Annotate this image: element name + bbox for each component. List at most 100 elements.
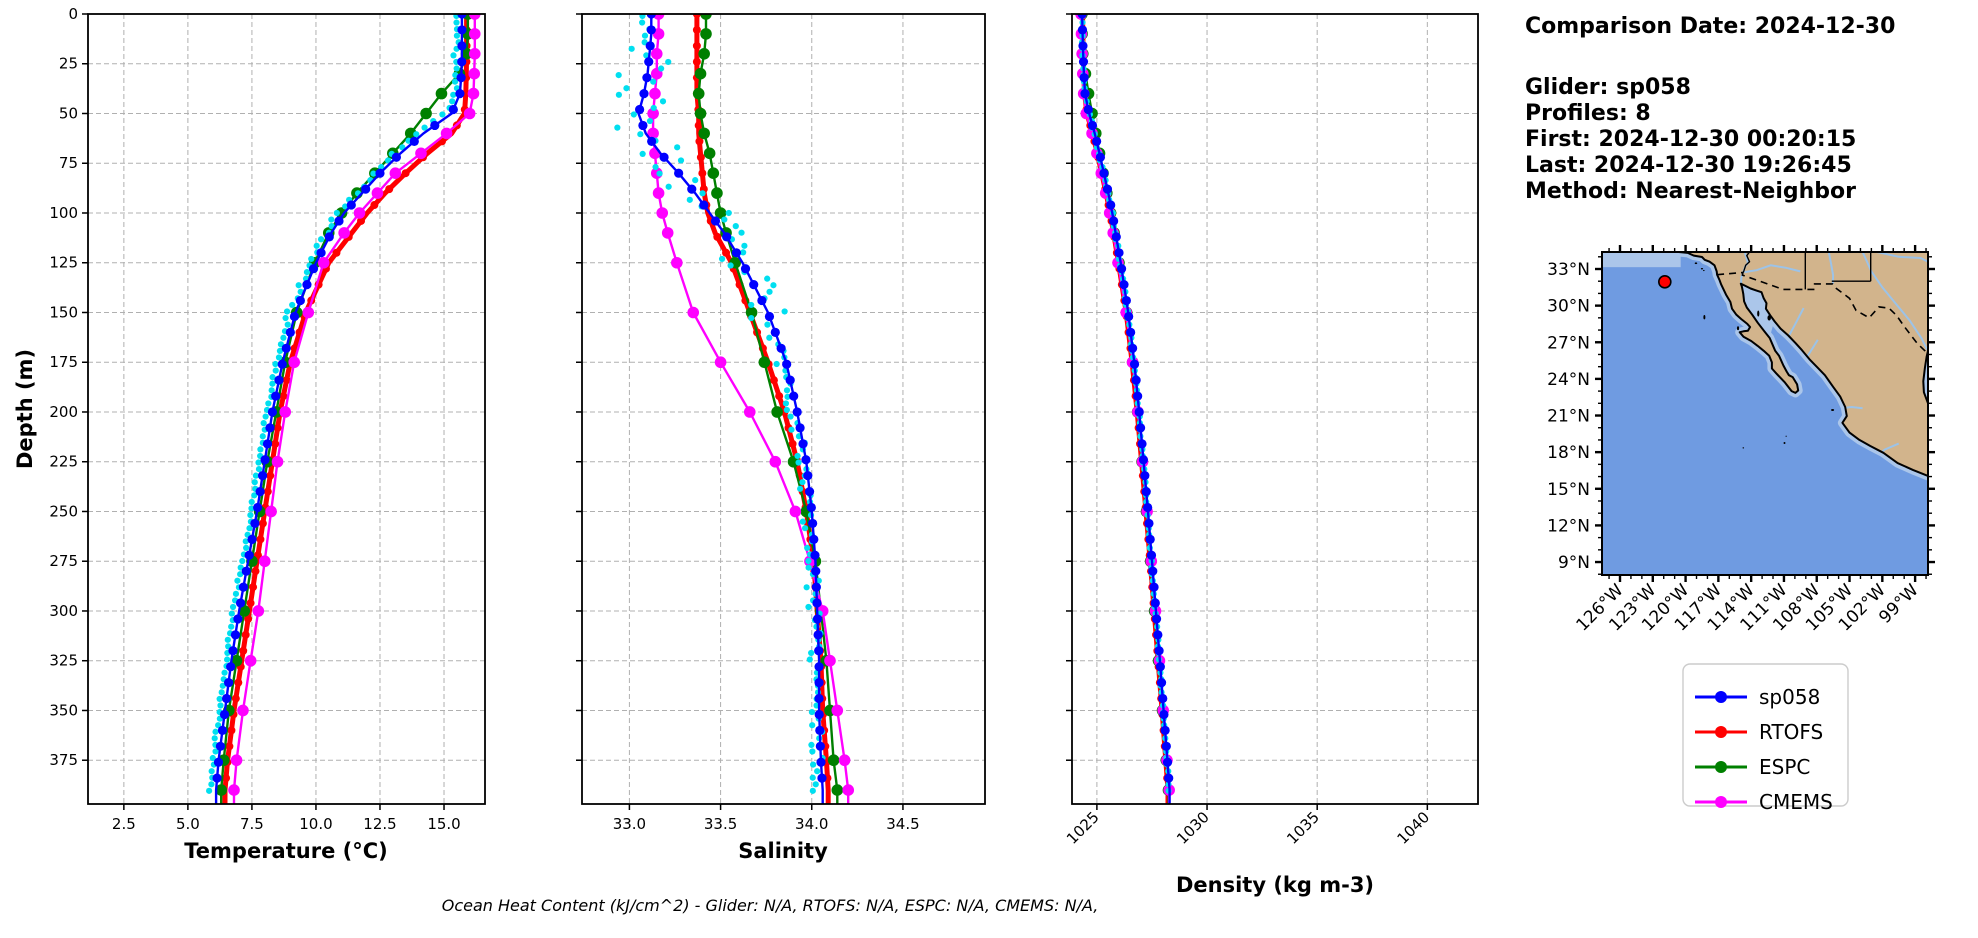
map-content bbox=[1602, 252, 1928, 575]
x-tick-label: 33.5 bbox=[704, 815, 737, 833]
map-lat-label: 12°N bbox=[1547, 516, 1590, 536]
panel-border bbox=[1071, 13, 1479, 805]
panel-border bbox=[581, 13, 986, 805]
x-ticks: 33.0 33.5 34.0 34.5 bbox=[613, 804, 920, 833]
depth-tick-label: 250 bbox=[49, 502, 78, 520]
depth-tick-label: 350 bbox=[49, 701, 78, 719]
ocean-heat-content-note: Ocean Heat Content (kJ/cm^2) - Glider: N… bbox=[442, 896, 1099, 915]
depth-tick-label: 125 bbox=[49, 254, 78, 272]
map: 33°N30°N27°N24°N21°N18°N15°N12°N9°N126°W… bbox=[1547, 245, 1935, 635]
y-ticks bbox=[576, 13, 582, 761]
depth-tick-label: 25 bbox=[59, 55, 78, 73]
legend-marker-sample bbox=[1715, 761, 1727, 773]
glider-position-marker bbox=[1658, 275, 1672, 289]
series-sp058 bbox=[212, 14, 467, 804]
land bbox=[1678, 252, 1928, 476]
island bbox=[1742, 447, 1745, 449]
river bbox=[1744, 264, 1801, 274]
legend-item-CMEMS: CMEMS bbox=[1695, 790, 1833, 814]
us-mexico-border bbox=[1717, 271, 1928, 355]
x-tick-label: 1040 bbox=[1393, 808, 1433, 848]
x-tick-label: 2.5 bbox=[112, 815, 136, 833]
island bbox=[1785, 435, 1787, 437]
map-lat-label: 24°N bbox=[1547, 370, 1590, 390]
river bbox=[1846, 405, 1863, 410]
y-ticks bbox=[1066, 13, 1072, 761]
map-lat-label: 18°N bbox=[1547, 443, 1590, 463]
info-glider: Glider: sp058 bbox=[1525, 75, 1691, 100]
x-tick-label: 10.0 bbox=[299, 815, 332, 833]
river bbox=[1861, 252, 1928, 351]
x-tick-label: 34.5 bbox=[886, 815, 919, 833]
island bbox=[1700, 268, 1704, 270]
location-map: 33°N30°N27°N24°N21°N18°N15°N12°N9°N126°W… bbox=[1547, 245, 1935, 635]
river bbox=[1806, 339, 1819, 358]
series-layer bbox=[206, 14, 481, 804]
legend-marker-sample bbox=[1715, 691, 1727, 703]
series-markers-sp058 bbox=[635, 14, 827, 783]
x-tick-label: 33.0 bbox=[613, 815, 646, 833]
legend-marker-sample bbox=[1715, 726, 1727, 738]
depth-tick-label: 200 bbox=[49, 403, 78, 421]
river bbox=[1876, 252, 1928, 263]
island bbox=[1703, 315, 1706, 320]
x-ticks: 2.5 5.0 7.5 10.0 12.5 15.0 bbox=[112, 804, 461, 833]
salinity-axis-label: Salinity bbox=[738, 839, 828, 863]
x-tick-label: 7.5 bbox=[240, 815, 264, 833]
depth-tick-label: 100 bbox=[49, 204, 78, 222]
info-last-time: Last: 2024-12-30 19:26:45 bbox=[1525, 153, 1852, 178]
info-profiles: Profiles: 8 bbox=[1525, 101, 1651, 126]
y-ticks: 0 25 50 75 100 125 150 175 200 225 250 275 300 325 350… bbox=[49, 5, 88, 769]
x-tick-label: 1030 bbox=[1173, 808, 1213, 848]
series-CMEMS bbox=[647, 14, 855, 804]
legend-label: ESPC bbox=[1759, 755, 1810, 779]
legend-label: CMEMS bbox=[1759, 790, 1833, 814]
depth-axis-label: Depth (m) bbox=[13, 349, 37, 469]
salinity-panel: 33.0 33.5 34.0 34.5 bbox=[576, 13, 986, 833]
legend-item-RTOFS: RTOFS bbox=[1695, 720, 1823, 744]
series-markers-sp058 bbox=[1077, 14, 1174, 783]
series-markers-sp058 bbox=[212, 14, 467, 783]
series-layer bbox=[1075, 14, 1175, 804]
legend-box: sp058 RTOFS ESPC CMEMS bbox=[1682, 663, 1849, 814]
depth-tick-label: 50 bbox=[59, 104, 78, 122]
legend-item-sp058: sp058 bbox=[1695, 685, 1820, 709]
map-lat-label: 21°N bbox=[1547, 407, 1590, 427]
island bbox=[1767, 315, 1771, 321]
island bbox=[1783, 442, 1786, 444]
temperature-panel: 2.5 5.0 7.5 10.0 12.5 15.0 0 25 50 75 100 125 150 175… bbox=[49, 5, 486, 833]
depth-tick-label: 150 bbox=[49, 303, 78, 321]
island bbox=[1736, 326, 1740, 331]
x-tick-label: 34.0 bbox=[795, 815, 828, 833]
legend: sp058 RTOFS ESPC CMEMS bbox=[1682, 663, 1849, 814]
series-CMEMS bbox=[228, 14, 481, 804]
x-tick-label: 1025 bbox=[1063, 808, 1103, 848]
density-axis-label: Density (kg m-3) bbox=[1176, 873, 1374, 897]
series-layer bbox=[614, 14, 855, 804]
temperature-axis-label: Temperature (°C) bbox=[184, 839, 387, 863]
x-tick-label: 12.5 bbox=[363, 815, 396, 833]
map-ticks bbox=[1595, 245, 1935, 582]
depth-tick-label: 0 bbox=[68, 5, 78, 23]
gridlines bbox=[88, 13, 485, 804]
coastline bbox=[1677, 252, 1928, 477]
island bbox=[1703, 269, 1705, 272]
profile-panels: 2.5 5.0 7.5 10.0 12.5 15.0 0 25 50 75 100 125 150 175… bbox=[49, 5, 1479, 848]
island bbox=[1831, 409, 1835, 412]
river bbox=[1827, 252, 1835, 284]
map-border bbox=[1601, 251, 1929, 576]
legend-item-ESPC: ESPC bbox=[1695, 755, 1810, 779]
island bbox=[1757, 310, 1760, 317]
depth-tick-label: 175 bbox=[49, 353, 78, 371]
depth-tick-label: 75 bbox=[59, 154, 78, 172]
x-tick-label: 1035 bbox=[1283, 808, 1323, 848]
series-sp058 bbox=[1077, 14, 1174, 804]
depth-tick-label: 300 bbox=[49, 602, 78, 620]
series-sp058 bbox=[635, 14, 827, 804]
map-lat-label: 27°N bbox=[1547, 333, 1590, 353]
depth-tick-label: 325 bbox=[49, 652, 78, 670]
info-method: Method: Nearest-Neighbor bbox=[1525, 179, 1856, 204]
info-first-time: First: 2024-12-30 00:20:15 bbox=[1525, 127, 1856, 152]
depth-tick-label: 275 bbox=[49, 552, 78, 570]
